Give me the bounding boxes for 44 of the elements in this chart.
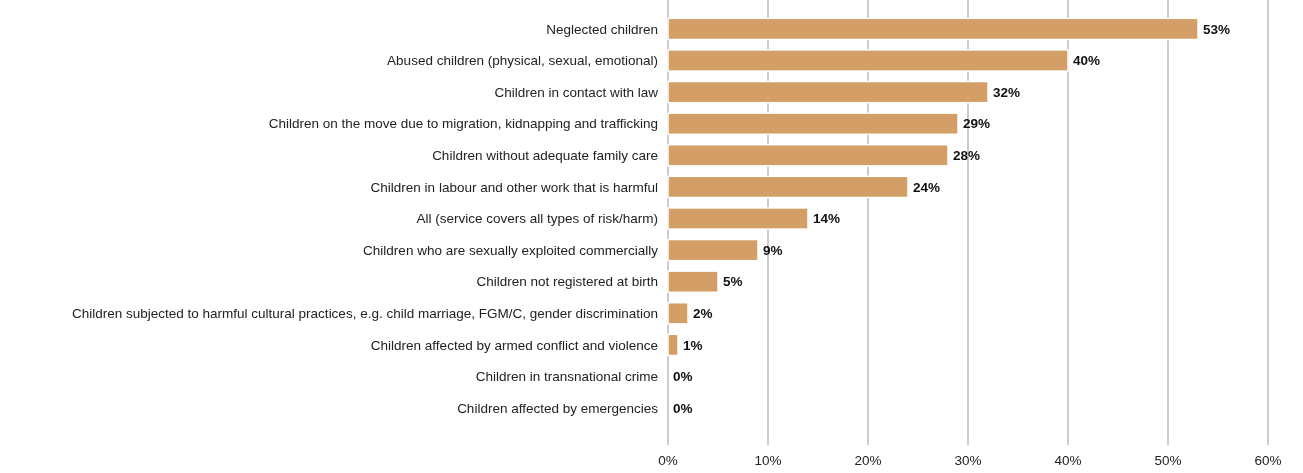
y-tick-label: Children subjected to harmful cultural practices, e.g. child marriage, FGM/C, gender discrimination [72,306,658,322]
bar [667,112,959,136]
y-tick-label: All (service covers all types of risk/harm) [416,211,658,227]
y-tick-label: Neglected children [546,21,658,37]
data-label: 5% [723,274,743,290]
data-label: 14% [813,211,841,227]
x-tick-label: 10% [754,453,782,468]
x-tick-label: 30% [954,453,982,468]
y-tick-label: Children on the move due to migration, kidnapping and trafficking [268,116,658,132]
data-label: 9% [763,242,783,258]
x-tick-label: 20% [854,453,882,468]
data-label: 40% [1073,53,1101,69]
bar [667,238,759,262]
data-label: 28% [953,148,981,164]
data-label: 1% [683,337,703,353]
y-tick-label: Children in transnational crime [475,369,658,385]
data-label: 32% [993,84,1021,100]
y-tick-label: Children who are sexually exploited commercially [363,242,659,258]
y-tick-label: Abused children (physical, sexual, emotional) [387,53,658,69]
y-tick-label: Children affected by armed conflict and violence [370,337,658,353]
bar [667,49,1069,72]
y-tick-label: Children in labour and other work that is harmful [370,179,658,195]
y-tick-label: Children in contact with law [494,84,659,100]
y-tick-label: Children not registered at birth [476,274,658,290]
x-tick-label: 0% [658,453,678,468]
x-tick-label: 60% [1254,453,1282,468]
bar [667,207,809,230]
data-label: 2% [693,306,713,322]
y-tick-label: Children affected by emergencies [457,400,659,416]
data-label: 24% [913,179,941,195]
data-label: 0% [673,369,693,385]
bar [667,143,949,167]
bar [667,17,1199,41]
bar [667,80,989,104]
x-tick-label: 50% [1154,453,1182,468]
bar [667,301,689,325]
bar [667,175,909,199]
data-label: 29% [963,116,991,132]
data-label: 0% [673,400,693,416]
data-label: 53% [1203,21,1231,37]
bar [667,270,719,294]
bar [667,333,679,357]
x-tick-label: 40% [1054,453,1082,468]
y-tick-label: Children without adequate family care [432,148,658,164]
